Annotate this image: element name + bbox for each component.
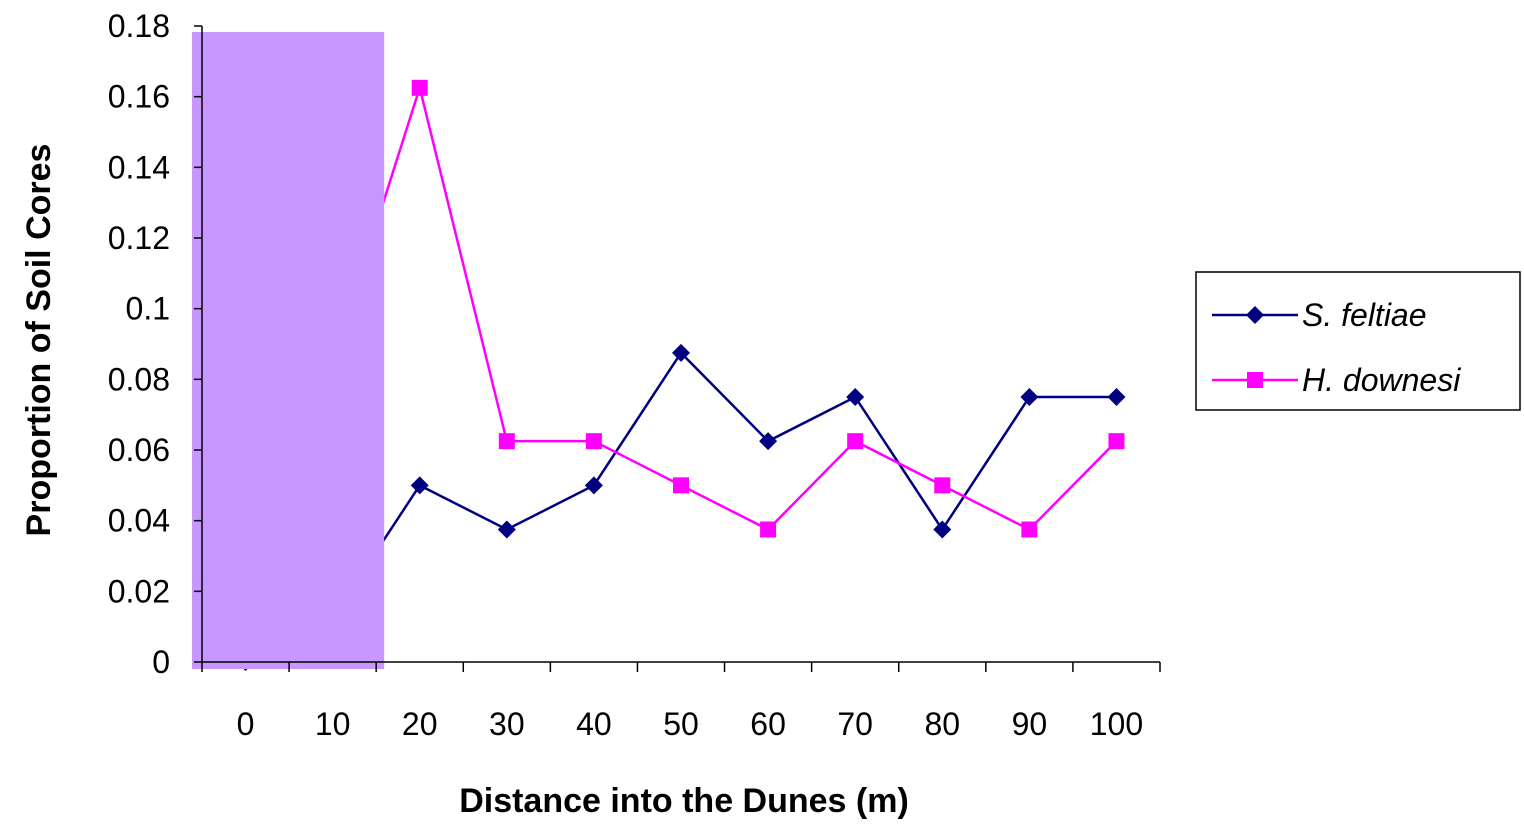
occluding-overlay	[192, 32, 385, 669]
y-tick-label-5: 0.1	[126, 291, 170, 327]
series-1-point-2	[411, 79, 428, 96]
x-tick-label-4: 40	[576, 706, 612, 742]
series-1-point-7	[847, 433, 864, 450]
series-1-point-4	[585, 433, 602, 450]
legend-label-1: H. downesi	[1302, 362, 1461, 398]
series-0-point-2	[410, 476, 429, 495]
legend-marker-1	[1247, 372, 1263, 388]
x-tick-label-0: 0	[237, 706, 255, 742]
series-1-point-5	[673, 477, 689, 494]
series-0-point-3	[497, 520, 516, 539]
x-tick-label-6: 60	[750, 706, 786, 742]
series-1-point-6	[760, 521, 777, 538]
series-0-point-7	[846, 388, 865, 406]
legend-marker-0	[1246, 306, 1264, 324]
series-0-point-10	[1107, 388, 1126, 406]
x-tick-label-10: 100	[1090, 706, 1143, 742]
y-tick-label-6: 0.12	[108, 220, 170, 256]
series-0-point-4	[584, 476, 603, 495]
y-tick-label-0: 0	[152, 644, 170, 680]
x-tick-label-8: 80	[924, 706, 960, 742]
x-tick-label-1: 10	[315, 706, 351, 742]
y-axis-title: Proportion of Soil Cores	[20, 144, 58, 537]
x-axis-title: Distance into the Dunes (m)	[459, 782, 909, 820]
legend: S. feltiae H. downesi	[1195, 271, 1521, 411]
y-tick-label-2: 0.04	[108, 503, 170, 539]
y-tick-label-3: 0.06	[108, 432, 170, 468]
axes-layer: 0 0.02 0.04 0.06 0.08 0.1 0.12 0.14 0.16 0.18 0 10 2…	[108, 8, 1161, 742]
series-1-point-9	[1021, 521, 1038, 538]
x-tick-label-9: 90	[1012, 706, 1048, 742]
y-tick-label-1: 0.02	[108, 573, 170, 609]
series-1-point-8	[934, 477, 951, 494]
x-tick-label-2: 20	[402, 706, 438, 742]
x-tick-label-3: 30	[489, 706, 525, 742]
series-1-point-10	[1108, 433, 1125, 450]
series-0-point-5	[672, 343, 690, 362]
legend-label-0: S. feltiae	[1302, 297, 1427, 333]
y-tick-label-4: 0.08	[108, 361, 170, 397]
x-tick-label-7: 70	[837, 706, 873, 742]
series-1-point-3	[498, 433, 515, 450]
series-0-point-8	[933, 520, 952, 539]
y-tick-label-7: 0.14	[108, 149, 170, 185]
series-0-point-6	[759, 432, 778, 451]
series-0-point-9	[1020, 388, 1039, 406]
x-tick-label-5: 50	[663, 706, 699, 742]
y-tick-label-9: 0.18	[108, 8, 170, 44]
y-tick-label-8: 0.16	[108, 79, 170, 115]
